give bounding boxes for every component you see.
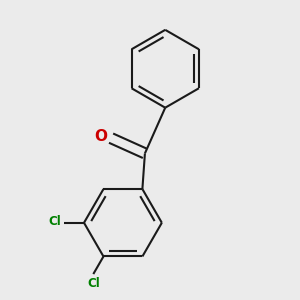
Text: Cl: Cl [48,215,61,228]
Text: O: O [94,129,107,144]
Text: Cl: Cl [87,278,100,290]
